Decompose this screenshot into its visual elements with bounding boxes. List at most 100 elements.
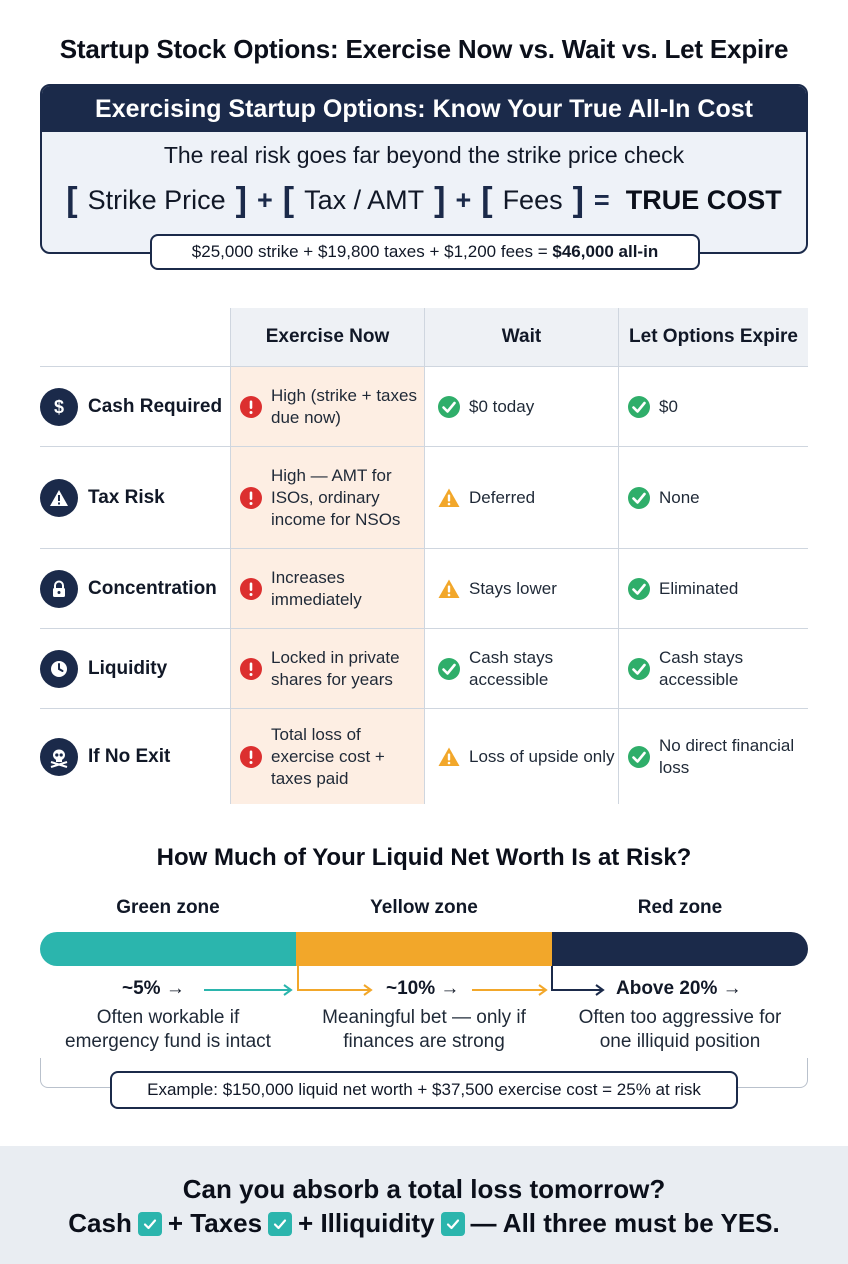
check-circle-icon	[627, 745, 651, 769]
cell-let-expire: Cash stays accessible	[618, 629, 808, 708]
plus-sign: +	[256, 185, 273, 215]
table-row: If No Exit Total loss of exercise cost + …	[40, 708, 808, 804]
alert-circle-icon	[239, 486, 263, 510]
cell-let-expire: $0	[618, 367, 808, 446]
checkbox-checked-icon	[440, 1211, 465, 1236]
cell-text: Eliminated	[659, 578, 739, 598]
table-row: Tax Risk High — AMT for ISOs, ordinary in…	[40, 446, 808, 548]
footer-item-taxes: + Taxes	[167, 1208, 263, 1238]
zone-segment-green	[40, 932, 296, 966]
cell-text: Cash stays accessible	[659, 647, 744, 689]
plus-sign: +	[455, 185, 472, 215]
bracket-open-icon: [	[282, 181, 295, 219]
row-label: Liquidity	[88, 657, 168, 679]
cell-wait: Stays lower	[424, 549, 618, 628]
row-label: Concentration	[88, 577, 217, 599]
zone-arrows-icon	[204, 966, 605, 996]
warning-triangle-icon	[437, 577, 461, 601]
cell-exercise-now: Increases immediately	[230, 549, 424, 628]
risk-example-box: Example: $150,000 liquid net worth + $37…	[110, 1071, 738, 1109]
check-circle-icon	[627, 395, 651, 419]
alert-circle-icon	[239, 657, 263, 681]
check-circle-icon	[627, 577, 651, 601]
zone-threshold-green: ~5% →	[122, 978, 185, 999]
cost-example-total: $46,000 all-in	[552, 242, 659, 261]
cell-text: Cash stays accessible	[469, 647, 554, 689]
table-row: Liquidity Locked in private shares for ye…	[40, 628, 808, 708]
true-cost-panel: Exercising Startup Options: Know Your Tr…	[40, 84, 808, 270]
alert-circle-icon	[239, 395, 263, 419]
cell-text: None	[659, 487, 700, 507]
page-title: Startup Stock Options: Exercise Now vs. …	[59, 34, 789, 64]
zone-desc-red: Often too aggressive for one illiquid po…	[552, 1006, 808, 1054]
row-label: Tax Risk	[88, 486, 165, 508]
skull-icon	[40, 737, 78, 776]
row-label-cell: Tax Risk	[40, 447, 230, 548]
cell-text: $0	[659, 396, 678, 416]
footer-item-cash: Cash	[68, 1208, 132, 1238]
bracket-open-icon: [	[66, 181, 78, 219]
zone-desc-yellow: Meaningful bet — only if finances are st…	[296, 1006, 552, 1054]
checkbox-checked-icon	[137, 1211, 162, 1236]
row-label: Cash Required	[88, 395, 223, 417]
zone-label-green: Green zone	[116, 897, 220, 918]
table-header-exercise-now: Exercise Now	[230, 308, 424, 366]
cell-text: High — AMT for ISOs, ordinary income for…	[271, 465, 401, 529]
cell-wait: Deferred	[424, 447, 618, 548]
cell-text: $0 today	[469, 396, 535, 416]
warning-icon	[40, 478, 78, 517]
alert-circle-icon	[239, 577, 263, 601]
cell-exercise-now: Total loss of exercise cost + taxes paid	[230, 709, 424, 804]
alert-circle-icon	[239, 745, 263, 769]
risk-section-title: How Much of Your Liquid Net Worth Is at …	[156, 844, 692, 871]
cell-text: Increases immediately	[271, 567, 362, 609]
footer-question: Can you absorb a total loss tomorrow?	[182, 1174, 666, 1204]
row-label-cell: Liquidity	[40, 629, 230, 708]
cost-panel-header: Exercising Startup Options: Know Your Tr…	[42, 86, 806, 132]
cost-example-pill: $25,000 strike + $19,800 taxes + $1,200 …	[150, 234, 700, 270]
cell-wait: $0 today	[424, 367, 618, 446]
table-row: Concentration Increases immediately Stays …	[40, 548, 808, 628]
row-label-cell: Concentration	[40, 549, 230, 628]
equation-term-tax: Tax / AMT	[304, 185, 425, 215]
check-circle-icon	[437, 657, 461, 681]
cell-let-expire: None	[618, 447, 808, 548]
zone-desc-green: Often workable if emergency fund is inta…	[40, 1006, 296, 1054]
footer-tail: — All three must be YES.	[470, 1208, 780, 1238]
cell-text: High (strike + taxes due now)	[271, 385, 417, 427]
equation-term-strike: Strike Price	[87, 185, 226, 215]
comparison-table: Exercise Now Wait Let Options Expire $ Ca…	[40, 308, 808, 804]
zone-threshold-red: Above 20% →	[616, 978, 742, 999]
cell-let-expire: No direct financial loss	[618, 709, 808, 804]
zone-label-red: Red zone	[637, 897, 723, 918]
cell-text: Stays lower	[469, 578, 557, 598]
svg-text:$: $	[54, 397, 64, 417]
warning-triangle-icon	[437, 745, 461, 769]
table-header-row: Exercise Now Wait Let Options Expire	[40, 308, 808, 366]
cost-panel-subtitle: The real risk goes far beyond the strike…	[163, 142, 685, 168]
equals-sign: =	[593, 185, 610, 215]
check-circle-icon	[437, 395, 461, 419]
cell-exercise-now: High (strike + taxes due now)	[230, 367, 424, 446]
row-label-cell: $ Cash Required	[40, 367, 230, 446]
row-label-cell: If No Exit	[40, 709, 230, 804]
cell-wait: Loss of upside only	[424, 709, 618, 804]
zone-segment-red	[552, 932, 808, 966]
cost-example-text: $25,000 strike + $19,800 taxes + $1,200 …	[191, 242, 553, 261]
risk-zone-bar	[40, 932, 808, 966]
lock-icon	[40, 569, 78, 608]
dollar-icon: $	[40, 387, 78, 426]
equation-result: TRUE COST	[625, 185, 782, 215]
bracket-close-icon: ]	[572, 181, 584, 219]
zone-segment-yellow	[296, 932, 552, 966]
table-row: $ Cash Required High (strike + taxes due n…	[40, 366, 808, 446]
table-header-blank	[40, 308, 230, 366]
table-header-let-expire: Let Options Expire	[618, 308, 808, 366]
cost-equation: [ Strike Price ] + [ Tax / AMT ] + [ Fee…	[42, 181, 806, 220]
cell-text: Deferred	[469, 487, 536, 507]
zone-desc-yellow-line2: finances are strong	[343, 1031, 505, 1052]
cell-exercise-now: High — AMT for ISOs, ordinary income for…	[230, 447, 424, 548]
cell-text: Locked in private shares for years	[271, 647, 400, 689]
clock-icon	[40, 649, 78, 688]
cell-text: Total loss of exercise cost + taxes paid	[271, 724, 385, 788]
